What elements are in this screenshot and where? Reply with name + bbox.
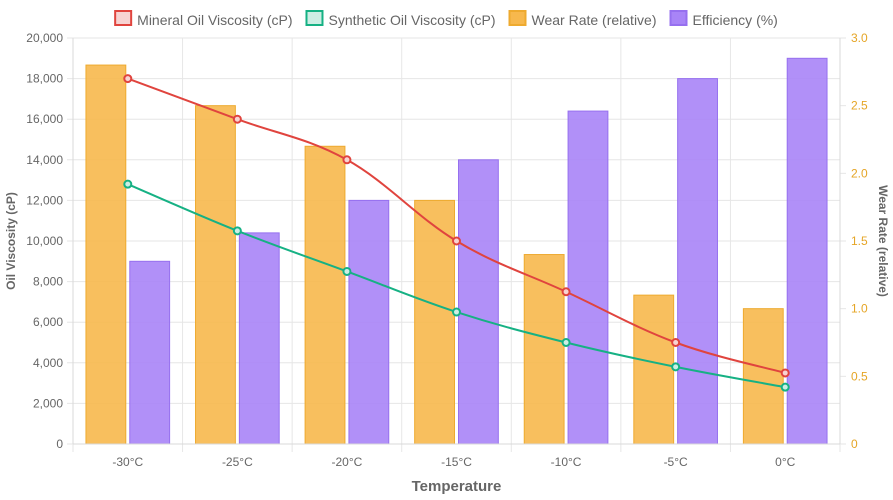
point-synthetic-viscosity [452, 307, 461, 317]
x-tick-label: 0°C [775, 455, 795, 469]
point-mineral-viscosity [671, 338, 681, 347]
point-synthetic-viscosity [342, 266, 352, 276]
y-left-axis-title: Oil Viscosity (cP) [4, 192, 18, 290]
legend-swatch-1 [305, 10, 324, 26]
legend: Mineral Oil Viscosity (cP) Synthetic Oil … [114, 10, 778, 28]
y-left-tick-label: 20,000 [26, 31, 63, 45]
point-synthetic-viscosity [123, 179, 133, 189]
legend-label-3: Efficiency (%) [693, 12, 778, 28]
y-right-tick-label: 2.5 [851, 99, 868, 113]
y-right-tick-label: 0 [851, 437, 858, 451]
bar-wear-rate [304, 145, 346, 445]
bar-efficiency [567, 110, 609, 445]
x-tick-label: -10°C [551, 455, 582, 469]
bar-efficiency [129, 260, 171, 445]
y-right-tick-label: 1.0 [851, 302, 868, 316]
bar-wear-rate [633, 294, 675, 445]
point-mineral-viscosity [452, 236, 461, 246]
bar-wear-rate [85, 64, 127, 445]
legend-label-1: Synthetic Oil Viscosity (cP) [328, 12, 495, 28]
legend-swatch-3 [669, 10, 688, 26]
x-axis-title: Temperature [412, 478, 502, 495]
point-synthetic-viscosity [671, 362, 681, 372]
legend-label-2: Wear Rate (relative) [532, 12, 657, 28]
legend-swatch-2 [508, 10, 527, 26]
y-left-tick-label: 10,000 [26, 234, 63, 248]
x-tick-label: -20°C [332, 455, 363, 469]
bar-efficiency [238, 232, 280, 445]
y-left-tick-label: 8,000 [33, 275, 63, 289]
axes: 0 2,000 4,000 6,000 8,000 10,000 12,000 14,000 1… [4, 31, 890, 495]
x-tick-label: -30°C [112, 455, 143, 469]
y-right-tick-label: 3.0 [851, 31, 868, 45]
point-synthetic-viscosity [561, 338, 571, 347]
point-synthetic-viscosity [780, 382, 790, 392]
y-left-tick-label: 14,000 [26, 153, 63, 167]
point-mineral-viscosity [780, 368, 790, 378]
point-mineral-viscosity [561, 287, 571, 297]
legend-label-0: Mineral Oil Viscosity (cP) [137, 12, 292, 28]
point-mineral-viscosity [123, 74, 133, 84]
y-left-tick-label: 2,000 [33, 396, 63, 410]
x-tick-label: -25°C [222, 455, 253, 469]
bar-wear-rate [523, 254, 565, 445]
y-left-tick-label: 6,000 [33, 315, 63, 329]
bar-efficiency [677, 78, 718, 445]
y-left-tick-label: 18,000 [26, 72, 63, 86]
bar-wear-rate [742, 308, 784, 445]
x-tick-label: -5°C [664, 455, 688, 469]
point-synthetic-viscosity [232, 226, 242, 236]
y-right-tick-label: 0.5 [851, 369, 868, 383]
legend-swatch-0 [114, 10, 133, 26]
y-right-tick-label: 2.0 [851, 166, 868, 180]
point-mineral-viscosity [342, 155, 352, 165]
y-left-tick-label: 0 [56, 437, 63, 451]
bar-efficiency [786, 57, 828, 445]
x-tick-label: -15°C [441, 455, 472, 469]
y-right-axis-title: Wear Rate (relative) [876, 185, 890, 297]
y-left-tick-label: 12,000 [26, 193, 63, 207]
line-marks [123, 74, 790, 392]
point-mineral-viscosity [232, 114, 242, 124]
y-right-tick-label: 1.5 [851, 234, 868, 248]
bar-wear-rate [195, 105, 236, 445]
bar-efficiency [348, 199, 390, 445]
bar-marks [85, 57, 828, 445]
bar-efficiency [458, 159, 499, 445]
y-left-tick-label: 4,000 [33, 356, 63, 370]
y-left-tick-label: 16,000 [26, 112, 63, 126]
